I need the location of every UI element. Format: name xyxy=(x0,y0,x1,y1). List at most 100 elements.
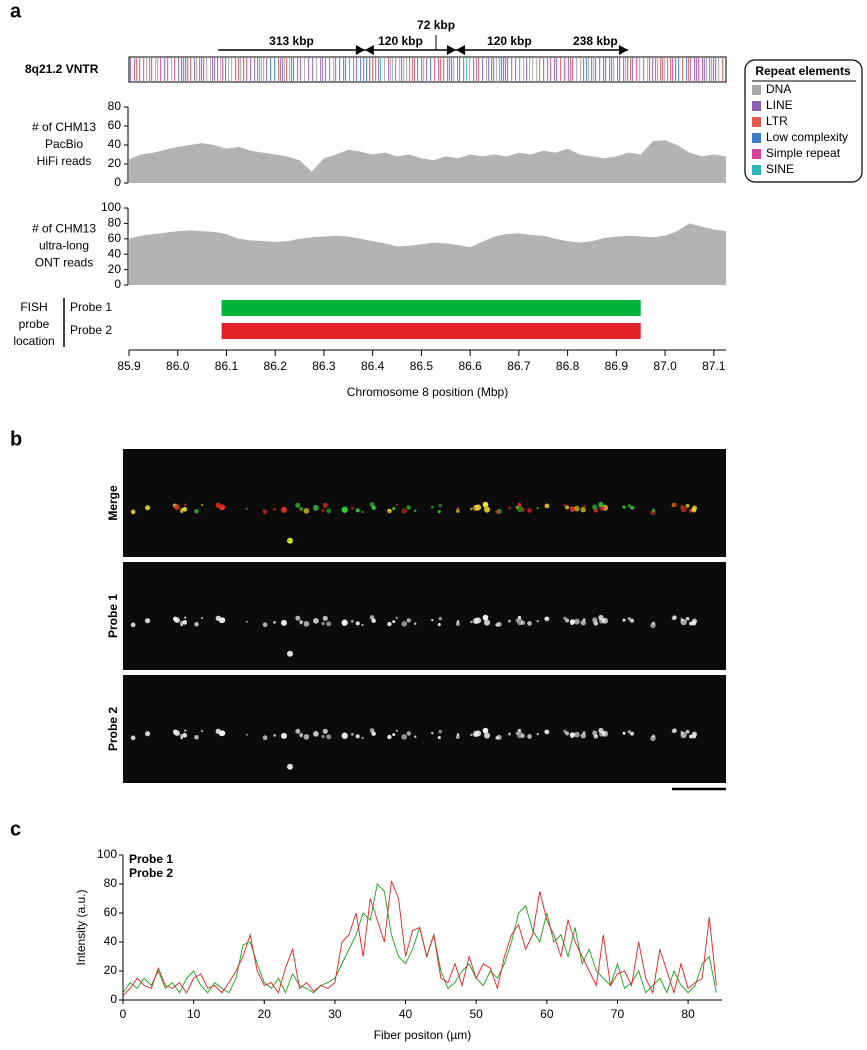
probe-label: Probe 2 xyxy=(70,323,112,337)
vntr-stripe xyxy=(291,58,293,81)
vntr-stripe xyxy=(715,58,717,81)
vntr-stripe xyxy=(339,58,341,81)
vntr-stripe xyxy=(568,58,570,81)
vntr-stripe xyxy=(491,58,493,81)
fiber-signal xyxy=(520,620,525,625)
vntr-stripe xyxy=(412,58,414,81)
legend-swatch xyxy=(752,165,761,175)
vntr-stripe xyxy=(174,58,176,81)
fiber-signal xyxy=(495,623,499,627)
fiber-signal xyxy=(622,731,626,735)
y-axis-label: # of CHM13 xyxy=(32,120,96,134)
y-tick-label: 80 xyxy=(108,99,122,113)
fiber-signal xyxy=(582,505,586,509)
vntr-stripe xyxy=(682,58,684,81)
fiber-signal xyxy=(182,733,188,738)
vntr-stripe xyxy=(588,58,590,81)
fiber-signal xyxy=(672,502,677,507)
fiber-signal xyxy=(322,502,328,508)
fiber-signal xyxy=(622,618,626,622)
panel-label: b xyxy=(10,428,22,450)
fiber-signal xyxy=(295,728,301,734)
fiber-signal xyxy=(651,508,656,512)
vntr-stripe xyxy=(647,58,649,81)
vntr-stripe xyxy=(709,58,711,81)
vntr-stripe xyxy=(543,58,545,81)
fiber-signal xyxy=(569,506,575,512)
fiber-signal xyxy=(680,505,687,513)
legend-label: DNA xyxy=(766,82,791,96)
vntr-stripe xyxy=(421,58,423,81)
vntr-stripe xyxy=(222,58,224,81)
y-axis-label: PacBio xyxy=(45,137,83,151)
fiber-signal xyxy=(536,620,539,623)
fiber-signal xyxy=(536,507,539,510)
panel-label: a xyxy=(10,0,22,22)
fiber-signal xyxy=(598,727,604,734)
legend-label: Low complexity xyxy=(766,130,848,144)
fiber-signal xyxy=(341,619,348,626)
y-axis-label: Intensity (a.u.) xyxy=(74,889,88,965)
x-tick-label: 87.0 xyxy=(653,359,677,373)
fiber-signal xyxy=(602,619,606,623)
vntr-stripe xyxy=(473,58,475,81)
vntr-stripe xyxy=(187,58,189,81)
vntr-stripe xyxy=(250,58,252,81)
fiber-signal xyxy=(219,504,226,511)
fiber-signal xyxy=(413,622,417,625)
vntr-stripe xyxy=(335,58,337,81)
vntr-stripe xyxy=(547,58,549,81)
vntr-stripe xyxy=(554,58,556,81)
y-tick-label: 80 xyxy=(108,216,122,230)
x-tick-label: 60 xyxy=(540,1007,554,1021)
legend-label: LINE xyxy=(766,98,793,112)
fiber-signal xyxy=(180,510,184,514)
fiber-signal xyxy=(245,733,248,736)
fiber-signal xyxy=(406,618,411,623)
fiber-signal xyxy=(580,620,586,626)
fiber-signal xyxy=(273,733,276,737)
fiber-signal xyxy=(592,730,598,736)
area xyxy=(129,140,726,183)
fiber-signal xyxy=(563,729,567,733)
fiber-signal xyxy=(262,509,268,515)
fiber-signal xyxy=(395,503,399,506)
vntr-stripe xyxy=(333,58,335,81)
vntr-stripe xyxy=(312,58,314,81)
fiber-signal xyxy=(321,621,325,626)
fiber-signal xyxy=(173,616,180,623)
vntr-stripe xyxy=(406,58,408,81)
fiber-signal xyxy=(413,735,417,738)
vntr-stripe xyxy=(670,58,672,81)
vntr-stripe xyxy=(206,58,208,81)
fiber-signal xyxy=(361,623,364,627)
vntr-stripe xyxy=(696,58,698,81)
vntr-stripe xyxy=(414,58,416,81)
vntr-stripe xyxy=(649,58,651,81)
vntr-stripe xyxy=(246,58,248,81)
vntr-stripe xyxy=(343,58,345,81)
fiber-signal xyxy=(565,618,570,623)
vntr-stripe xyxy=(356,58,358,81)
vntr-stripe xyxy=(274,58,276,81)
fiber-signal xyxy=(569,619,575,625)
y-tick-label: 100 xyxy=(101,200,121,214)
vntr-stripe xyxy=(451,58,453,81)
fiber-signal xyxy=(470,733,473,737)
fiber-signal xyxy=(517,615,522,620)
fiber-signal xyxy=(245,620,248,623)
fiber-signal xyxy=(413,509,417,512)
fiber-signal xyxy=(395,616,399,619)
vntr-stripe xyxy=(457,58,459,81)
fiber-signal xyxy=(262,622,268,628)
vntr-stripe xyxy=(603,58,605,81)
fiber-signal xyxy=(592,504,598,510)
fiber-signal xyxy=(361,736,364,740)
probe-bar xyxy=(221,323,641,339)
segment-arrow xyxy=(364,45,374,55)
fiber-signal xyxy=(406,505,411,510)
fiber-signal xyxy=(582,731,586,735)
vntr-stripe xyxy=(556,58,558,81)
series-line xyxy=(122,880,717,996)
